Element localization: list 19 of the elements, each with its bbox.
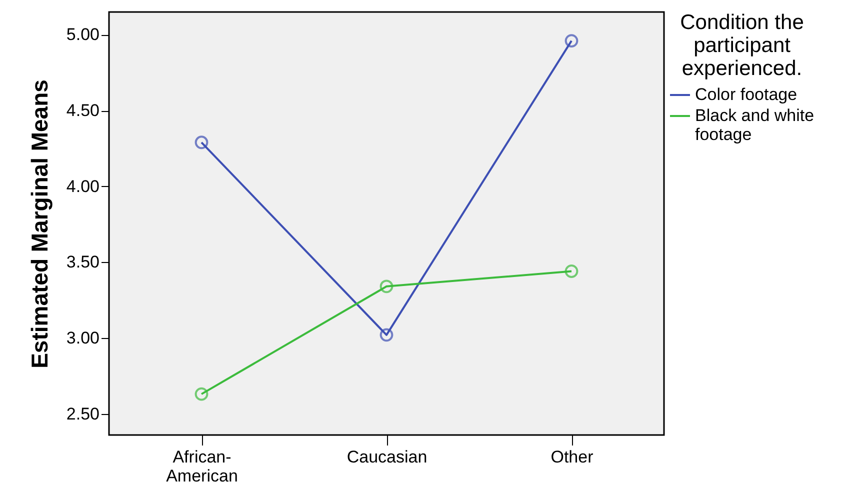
legend-label: Black and white footage [695, 106, 814, 144]
y-tick-label: 2.50 [66, 404, 100, 424]
y-tick-label: 4.00 [66, 176, 100, 196]
x-tick-label: African-American [166, 448, 238, 486]
point [564, 34, 578, 48]
legend-label: Color footage [695, 85, 798, 104]
point [194, 387, 208, 401]
y-axis-title: Estimated Marginal Means [26, 80, 52, 368]
y-tick-label: 3.50 [66, 252, 100, 272]
y-tick-label: 4.50 [66, 101, 100, 120]
x-tick-label: Caucasian [346, 448, 428, 466]
point [380, 328, 394, 342]
point [564, 264, 578, 278]
point [380, 280, 394, 294]
legend-title: Condition the participant experienced. [680, 11, 804, 80]
point [194, 136, 208, 150]
x-tick-label: Other [550, 448, 594, 466]
y-tick-label: 5.00 [66, 25, 100, 44]
y-tick-label: 3.00 [66, 328, 100, 348]
